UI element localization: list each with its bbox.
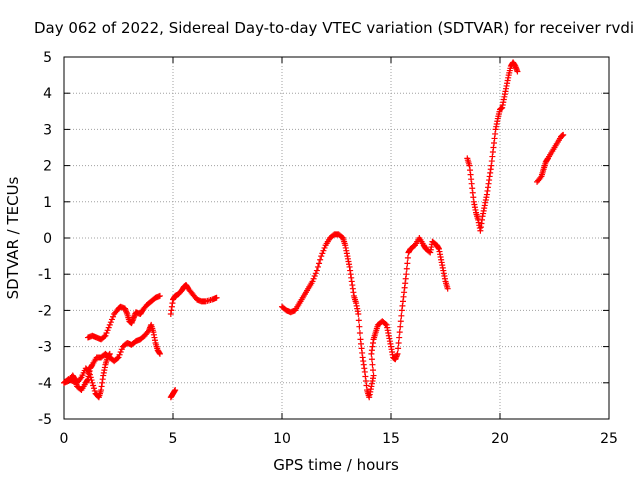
- data-point: [396, 329, 403, 336]
- y-tick-label: 1: [43, 195, 52, 211]
- data-point: [77, 375, 84, 382]
- data-point: [101, 333, 108, 340]
- data-point: [110, 313, 117, 320]
- data-point: [396, 334, 403, 341]
- data-point: [107, 319, 114, 326]
- y-tick-label: 5: [43, 50, 52, 66]
- data-point: [312, 270, 319, 277]
- data-point: [318, 253, 325, 260]
- y-tick-label: 4: [43, 86, 52, 102]
- y-axis-label: SDTVAR / TECUs: [4, 176, 22, 299]
- data-point: [321, 244, 328, 251]
- data-point: [91, 387, 98, 394]
- x-tick-label: 15: [382, 431, 400, 447]
- data-point: [394, 350, 401, 357]
- data-point: [398, 312, 405, 319]
- data-point: [86, 368, 93, 375]
- data-point: [116, 351, 123, 358]
- data-point: [156, 350, 163, 357]
- data-point: [368, 356, 375, 363]
- data-point: [115, 354, 122, 361]
- x-axis-label: GPS time / hours: [273, 456, 399, 474]
- y-tick-label: 0: [43, 231, 52, 247]
- series-track-4: [167, 282, 220, 318]
- data-point: [102, 332, 109, 339]
- data-point: [316, 260, 323, 267]
- data-point: [90, 385, 97, 392]
- y-tick-label: 2: [43, 159, 52, 175]
- data-point: [117, 349, 124, 356]
- data-point: [514, 68, 521, 75]
- chart-title: Day 062 of 2022, Sidereal Day-to-day VTE…: [34, 19, 634, 37]
- series-track-6: [279, 231, 451, 401]
- data-point: [320, 247, 327, 254]
- y-tick-label: -3: [38, 340, 52, 356]
- data-point: [370, 372, 377, 379]
- data-points: [61, 59, 567, 401]
- data-point: [314, 263, 321, 270]
- data-point: [310, 275, 317, 282]
- x-tick-label: 20: [491, 431, 509, 447]
- data-point: [319, 250, 326, 257]
- series-track-3: [84, 292, 163, 343]
- x-tick-label: 0: [60, 431, 69, 447]
- data-point: [108, 316, 115, 323]
- data-point: [311, 273, 318, 280]
- data-point: [370, 367, 377, 374]
- y-tick-label: -5: [38, 412, 52, 428]
- data-point: [106, 350, 113, 357]
- data-point: [382, 320, 389, 327]
- data-point: [105, 324, 112, 331]
- data-point: [403, 265, 410, 272]
- data-point: [397, 318, 404, 325]
- data-point: [356, 330, 363, 337]
- y-tick-label: -4: [38, 376, 52, 392]
- series-track-7: [464, 59, 521, 234]
- data-point: [213, 294, 220, 301]
- data-point: [404, 260, 411, 267]
- series-track-8: [534, 131, 567, 185]
- data-point: [118, 346, 125, 353]
- data-point: [106, 321, 113, 328]
- data-point: [172, 387, 179, 394]
- series-track-2: [61, 350, 113, 401]
- x-tick-label: 25: [600, 431, 618, 447]
- data-point: [403, 271, 410, 278]
- data-point: [397, 323, 404, 330]
- plot-frame: [63, 56, 610, 420]
- data-point: [395, 339, 402, 346]
- data-point: [537, 174, 544, 181]
- data-point: [560, 131, 567, 138]
- y-tick-label: 3: [43, 122, 52, 138]
- data-point: [404, 254, 411, 261]
- data-point: [114, 355, 121, 362]
- y-tick-label: -2: [38, 303, 52, 319]
- grid: [64, 57, 609, 419]
- data-point: [156, 292, 163, 299]
- x-tick-label: 10: [273, 431, 291, 447]
- data-point: [313, 267, 320, 274]
- data-point: [86, 371, 93, 378]
- data-point: [369, 361, 376, 368]
- data-point: [103, 330, 110, 337]
- data-point: [104, 327, 111, 334]
- x-tick-label: 5: [169, 431, 178, 447]
- data-point: [355, 317, 362, 324]
- data-point: [355, 311, 362, 318]
- data-point: [90, 382, 97, 389]
- data-point: [309, 278, 316, 285]
- data-point: [85, 368, 92, 375]
- data-point: [89, 379, 96, 386]
- data-point: [88, 377, 95, 384]
- y-tick-label: -1: [38, 267, 52, 283]
- axis-ticks: 0 5 10 15 20 25 -5 -4 -3 -2 -1 0 1 2 3 4 5: [38, 50, 618, 447]
- data-point: [317, 256, 324, 263]
- data-point: [395, 345, 402, 352]
- data-point: [87, 374, 94, 381]
- series-track-5: [167, 387, 179, 401]
- data-point: [444, 285, 451, 292]
- data-point: [356, 323, 363, 330]
